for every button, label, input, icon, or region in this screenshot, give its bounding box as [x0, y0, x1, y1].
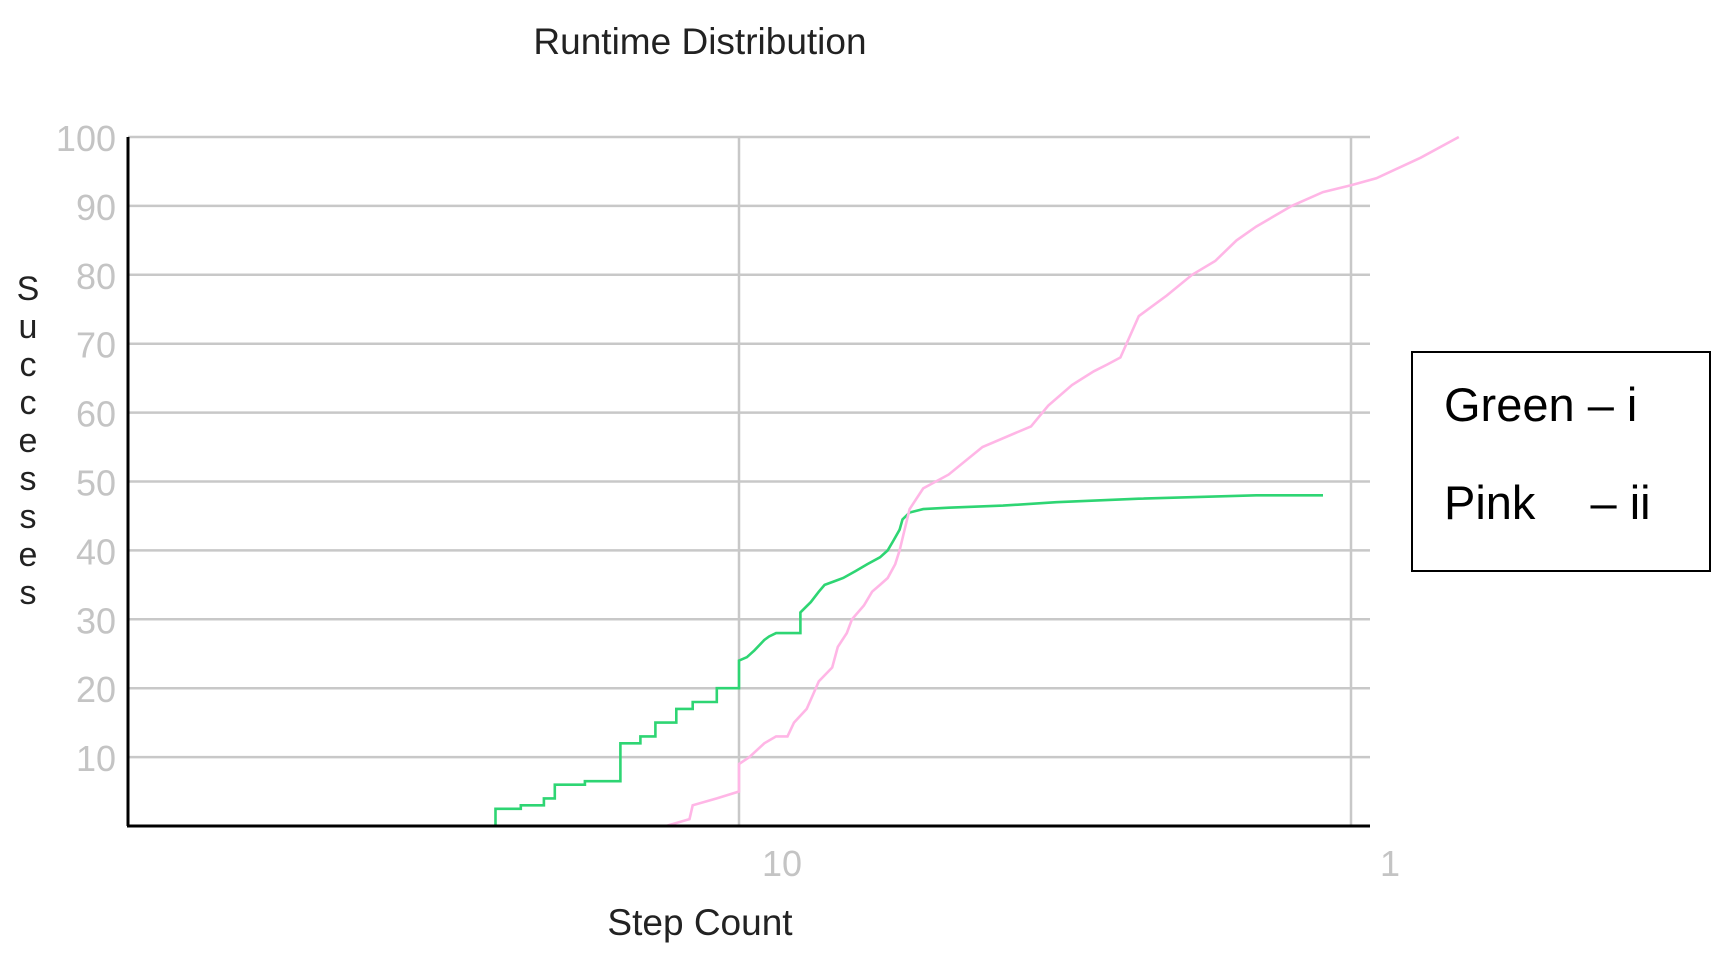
x-axis-label: Step Count [607, 902, 793, 943]
legend-color-name: Pink [1444, 476, 1536, 529]
y-tick-label: 100 [56, 118, 116, 159]
y-tick-label: 30 [76, 600, 116, 641]
x-tick-labels: 10 1 [762, 843, 1400, 884]
y-tick-label: 60 [76, 394, 116, 435]
grid-lines [128, 135, 1370, 826]
y-tick-label: 50 [76, 463, 116, 504]
series-line-green [494, 493, 1323, 826]
y-tick-label: 90 [76, 187, 116, 228]
legend-dash: – [1590, 476, 1617, 529]
legend-entry-pink: Pink – ii [1444, 475, 1651, 530]
series-lines [494, 135, 1460, 828]
x-tick-label: 1 [1380, 843, 1400, 884]
x-tick-label: 10 [762, 843, 802, 884]
series-line-pink [644, 135, 1460, 828]
y-tick-label: 80 [76, 256, 116, 297]
legend-entry-green: Green – i [1444, 377, 1637, 432]
y-tick-label: 40 [76, 531, 116, 572]
legend-label: i [1626, 378, 1638, 431]
y-tick-labels: 10 20 30 40 50 60 70 80 90 100 [56, 118, 116, 779]
chart-title: Runtime Distribution [533, 21, 866, 62]
y-tick-label: 10 [76, 738, 116, 779]
legend-dash: – [1587, 378, 1614, 431]
y-tick-label: 20 [76, 669, 116, 710]
legend: Green – i Pink – ii [1411, 351, 1711, 572]
legend-color-name: Green [1444, 378, 1575, 431]
y-tick-label: 70 [76, 325, 116, 366]
legend-label: ii [1629, 476, 1651, 529]
